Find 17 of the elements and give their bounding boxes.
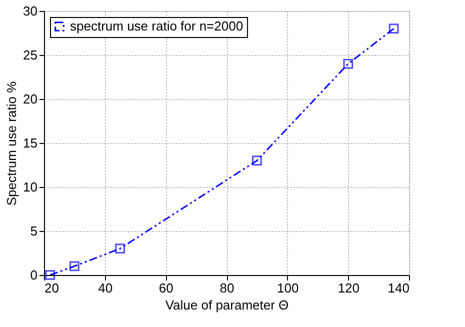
x-tick-label: 40 <box>98 280 113 296</box>
x-tick-label: 140 <box>388 280 410 296</box>
legend-label: spectrum use ratio for n=2000 <box>70 18 244 34</box>
y-tick-label: 5 <box>30 224 38 238</box>
y-tick-label: 30 <box>23 4 38 18</box>
y-tick-label: 20 <box>23 92 38 106</box>
y-tick-label: 15 <box>23 136 38 150</box>
y-axis-title: Spectrum use ratio % <box>4 80 20 206</box>
x-tick-label: 60 <box>158 280 174 296</box>
x-tick-label: 100 <box>276 280 299 296</box>
y-tick-label: 0 <box>30 268 38 282</box>
x-axis-title: Value of parameter Θ <box>165 298 289 312</box>
y-tick-label: 10 <box>23 180 38 194</box>
y-tick-label: 25 <box>23 48 38 62</box>
x-tick-label: 80 <box>220 280 234 296</box>
x-tick-label: 20 <box>44 280 59 296</box>
x-tick-label: 120 <box>338 280 360 296</box>
